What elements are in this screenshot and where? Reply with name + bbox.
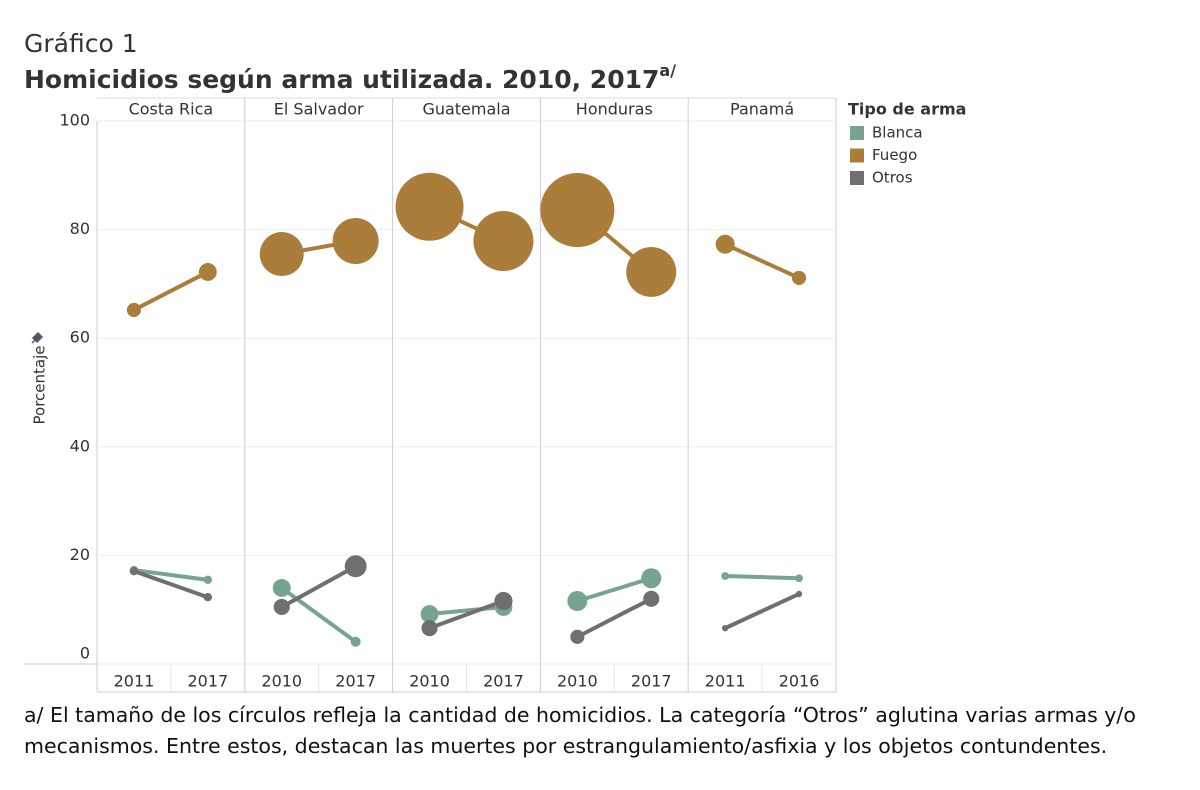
bubble [259, 232, 304, 277]
y-tick-label: 20 [70, 545, 90, 564]
series-line [133, 569, 209, 600]
series-line [280, 586, 357, 644]
y-tick-label: 0 [80, 644, 90, 663]
title-text: Homicidios según arma utilizada. 2010, 2… [24, 65, 659, 94]
bubble [203, 575, 213, 585]
panel-label: El Salvador [274, 100, 364, 119]
legend-label: Otros [872, 169, 913, 187]
series-line [724, 592, 800, 630]
panel-label: Guatemala [422, 100, 510, 119]
bubble [395, 172, 464, 241]
y-tick-label: 80 [70, 219, 90, 238]
series-line [725, 574, 800, 581]
bubble [473, 211, 534, 272]
legend-swatch [850, 148, 864, 163]
y-tick-label: 100 [59, 111, 90, 130]
chart: Gráfico 1 Homicidios según arma utilizad… [24, 29, 966, 693]
x-tick-label: 2010 [409, 672, 450, 691]
bubble [129, 566, 139, 576]
series-line [133, 270, 209, 312]
bubble [494, 591, 513, 611]
x-tick-label: 2017 [483, 672, 524, 691]
panel-label: Costa Rica [129, 100, 214, 119]
series-line [576, 597, 653, 639]
bubble [791, 270, 807, 285]
chart-title: Homicidios según arma utilizada. 2010, 2… [24, 61, 676, 95]
bubble [795, 590, 803, 598]
legend-swatch [850, 171, 864, 185]
x-tick-label: 2017 [335, 672, 376, 691]
bubble [626, 246, 677, 297]
bubble [344, 555, 367, 578]
x-tick-label: 2016 [779, 672, 820, 691]
bubble [721, 624, 729, 632]
bubble [421, 620, 438, 637]
legend-label: Fuego [872, 146, 917, 164]
panel-label: Panamá [730, 100, 794, 119]
series-line [133, 568, 209, 582]
legend-label: Blanca [872, 124, 923, 142]
legend-swatch [850, 126, 864, 140]
bubble [350, 636, 361, 647]
y-axis-label: Porcentaje [31, 346, 49, 425]
bubble [198, 263, 217, 281]
x-tick-label: 2010 [261, 672, 302, 691]
bubble [272, 579, 291, 597]
panel-label: Honduras [576, 100, 653, 119]
bubble [795, 574, 803, 583]
bubble [570, 629, 585, 644]
footnote: a/ El tamaño de los círculos refleja la … [24, 703, 1136, 758]
bubble [567, 591, 588, 612]
series-line [724, 242, 800, 280]
bubble [126, 302, 142, 318]
x-tick-label: 2011 [114, 672, 155, 691]
y-tick-label: 40 [70, 436, 90, 455]
pin-icon [31, 331, 44, 344]
x-tick-label: 2017 [187, 672, 228, 691]
x-tick-label: 2010 [557, 672, 598, 691]
series-line [280, 564, 357, 609]
series-line [428, 599, 505, 631]
bubble [273, 598, 290, 616]
bubble [641, 568, 662, 589]
chart-kicker: Gráfico 1 [24, 29, 138, 58]
bubble [715, 234, 735, 254]
bubble [420, 605, 439, 623]
bubble [721, 572, 730, 580]
bubble [332, 217, 379, 265]
x-tick-label: 2017 [631, 672, 672, 691]
title-note: a/ [659, 61, 676, 80]
legend-title: Tipo de arma [848, 100, 966, 119]
y-tick-label: 60 [70, 328, 90, 347]
bubble [203, 593, 213, 602]
bubble [540, 173, 615, 248]
x-tick-label: 2011 [705, 672, 746, 691]
series-line [576, 576, 652, 603]
bubble [643, 590, 660, 607]
series-line [429, 604, 504, 617]
